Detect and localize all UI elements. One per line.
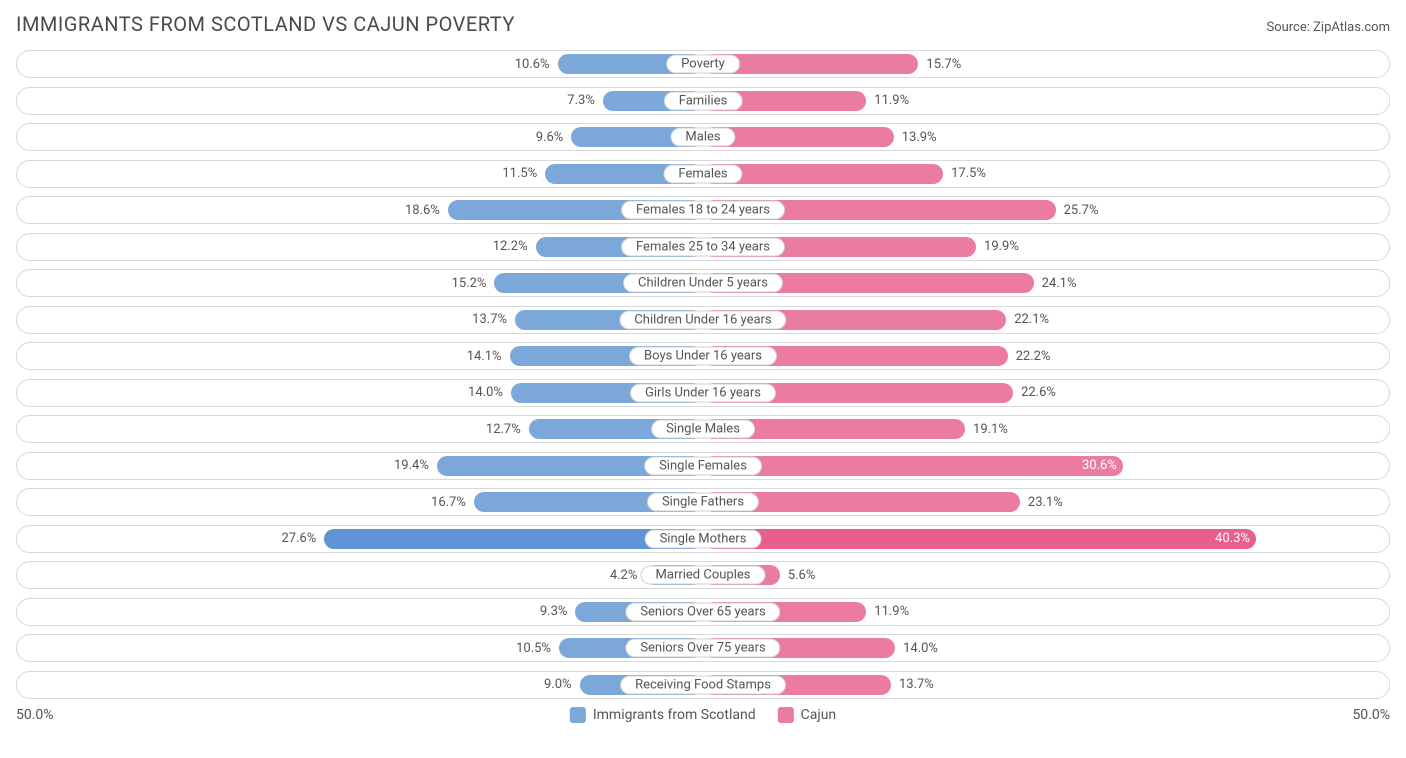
value-left: 11.5% — [502, 166, 545, 181]
value-right: 17.5% — [943, 166, 986, 181]
chart-row: 27.6% 40.3% Single Mothers — [16, 525, 1390, 553]
value-right: 13.7% — [891, 677, 934, 692]
chart-row: 7.3% 11.9% Families — [16, 87, 1390, 115]
category-label: Females 18 to 24 years — [621, 201, 785, 220]
category-label: Single Mothers — [645, 529, 762, 548]
value-right: 13.9% — [894, 130, 937, 145]
value-left: 10.5% — [516, 641, 559, 656]
chart-row: 19.4% 30.6% Single Females — [16, 452, 1390, 480]
chart-row: 13.7% 22.1% Children Under 16 years — [16, 306, 1390, 334]
chart-title: IMMIGRANTS FROM SCOTLAND VS CAJUN POVERT… — [16, 12, 515, 36]
chart-row: 12.7% 19.1% Single Males — [16, 415, 1390, 443]
chart-row: 9.0% 13.7% Receiving Food Stamps — [16, 671, 1390, 699]
value-left: 27.6% — [281, 531, 324, 546]
bar-right: 30.6% — [703, 456, 1123, 476]
category-label: Seniors Over 75 years — [625, 639, 780, 658]
value-right: 11.9% — [866, 93, 909, 108]
category-label: Single Fathers — [647, 493, 759, 512]
value-left: 16.7% — [431, 495, 474, 510]
chart-row: 12.2% 19.9% Females 25 to 34 years — [16, 233, 1390, 261]
value-right: 22.1% — [1006, 312, 1049, 327]
value-left: 15.2% — [452, 276, 495, 291]
category-label: Poverty — [666, 55, 740, 74]
value-right: 11.9% — [866, 604, 909, 619]
chart-row: 18.6% 25.7% Females 18 to 24 years — [16, 196, 1390, 224]
value-right: 40.3% — [1215, 531, 1250, 546]
value-left: 9.0% — [544, 677, 580, 692]
source-prefix: Source: — [1266, 20, 1313, 35]
chart-header: IMMIGRANTS FROM SCOTLAND VS CAJUN POVERT… — [16, 12, 1390, 36]
chart-row: 4.2%5.6%Married Couples — [16, 561, 1390, 589]
value-left: 7.3% — [567, 93, 603, 108]
category-label: Boys Under 16 years — [629, 347, 777, 366]
value-right: 25.7% — [1056, 203, 1099, 218]
chart-row: 16.7% 23.1% Single Fathers — [16, 488, 1390, 516]
value-right: 14.0% — [895, 641, 938, 656]
category-label: Families — [664, 91, 743, 110]
value-left: 13.7% — [472, 312, 515, 327]
legend: Immigrants from Scotland Cajun — [570, 707, 836, 723]
category-label: Receiving Food Stamps — [620, 675, 786, 694]
category-label: Males — [670, 128, 735, 147]
chart-row: 14.1% 22.2% Boys Under 16 years — [16, 342, 1390, 370]
value-right: 19.1% — [965, 422, 1008, 437]
value-left: 9.3% — [540, 604, 576, 619]
legend-label-left: Immigrants from Scotland — [593, 707, 756, 723]
diverging-bar-chart: 10.6% 15.7% Poverty 7.3% 11.9% Families 9.6% 13… — [16, 50, 1390, 699]
category-label: Females — [663, 164, 742, 183]
chart-row: 10.5% 14.0% Seniors Over 75 years — [16, 634, 1390, 662]
legend-item-right: Cajun — [778, 707, 837, 723]
legend-item-left: Immigrants from Scotland — [570, 707, 756, 723]
value-right: 30.6% — [1082, 458, 1117, 473]
chart-row: 15.2% 24.1% Children Under 5 years — [16, 269, 1390, 297]
value-left: 18.6% — [405, 203, 448, 218]
value-left: 10.6% — [515, 57, 558, 72]
category-label: Seniors Over 65 years — [625, 602, 780, 621]
value-left: 12.7% — [486, 422, 529, 437]
chart-footer: 50.0% Immigrants from Scotland Cajun 50.… — [16, 707, 1390, 723]
legend-label-right: Cajun — [801, 707, 837, 723]
bar-right: 40.3% — [703, 529, 1256, 549]
chart-row: 10.6% 15.7% Poverty — [16, 50, 1390, 78]
value-left: 9.6% — [536, 130, 572, 145]
category-label: Children Under 16 years — [619, 310, 786, 329]
value-right: 22.6% — [1013, 385, 1056, 400]
value-left: 19.4% — [394, 458, 437, 473]
value-left: 14.1% — [467, 349, 510, 364]
value-left: 14.0% — [468, 385, 511, 400]
chart-row: 9.6% 13.9% Males — [16, 123, 1390, 151]
value-right: 22.2% — [1008, 349, 1051, 364]
value-right: 24.1% — [1034, 276, 1077, 291]
source-attribution: Source: ZipAtlas.com — [1266, 20, 1390, 35]
legend-swatch-left — [570, 707, 586, 723]
source-name: ZipAtlas.com — [1313, 20, 1390, 35]
category-label: Married Couples — [641, 566, 766, 585]
value-right: 15.7% — [918, 57, 961, 72]
value-right: 19.9% — [976, 239, 1019, 254]
chart-row: 9.3% 11.9% Seniors Over 65 years — [16, 598, 1390, 626]
category-label: Single Females — [644, 456, 762, 475]
category-label: Girls Under 16 years — [630, 383, 776, 402]
chart-row: 14.0% 22.6% Girls Under 16 years — [16, 379, 1390, 407]
category-label: Females 25 to 34 years — [621, 237, 785, 256]
category-label: Single Males — [651, 420, 755, 439]
legend-swatch-right — [778, 707, 794, 723]
value-right: 5.6% — [780, 568, 816, 583]
value-left: 12.2% — [493, 239, 536, 254]
chart-row: 11.5% 17.5% Females — [16, 160, 1390, 188]
value-right: 23.1% — [1020, 495, 1063, 510]
category-label: Children Under 5 years — [623, 274, 783, 293]
